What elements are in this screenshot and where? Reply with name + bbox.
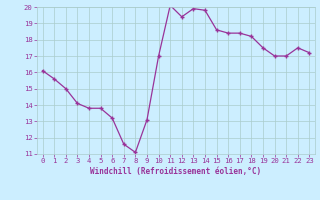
- X-axis label: Windchill (Refroidissement éolien,°C): Windchill (Refroidissement éolien,°C): [91, 167, 261, 176]
